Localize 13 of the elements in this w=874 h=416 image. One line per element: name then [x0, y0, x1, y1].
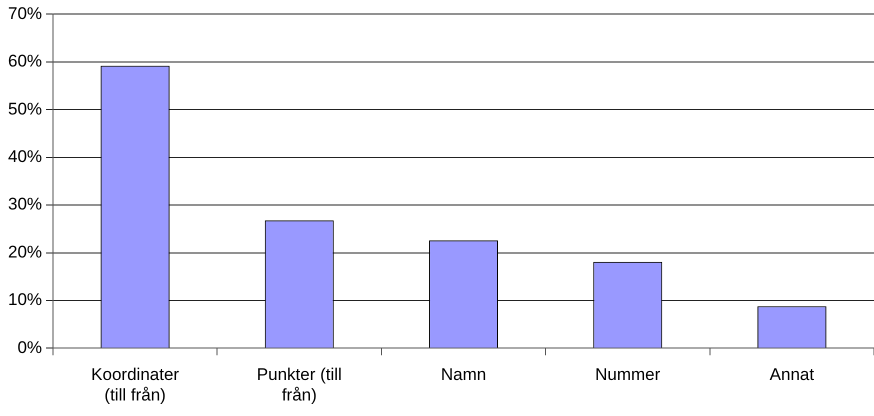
- y-tick-label: 10%: [8, 290, 42, 310]
- y-tick-label: 40%: [8, 147, 42, 166]
- x-tick-label: Punkter (till från): [256, 365, 342, 404]
- x-tick-label: Namn: [440, 365, 486, 384]
- y-tick-label: 30%: [8, 194, 42, 214]
- y-tick-label: 0%: [17, 338, 42, 357]
- x-tick-label: Koordinater (till från): [91, 365, 180, 404]
- x-tick-label: Nummer: [595, 365, 661, 384]
- y-tick-label: 20%: [8, 242, 42, 262]
- y-tick-label: 60%: [8, 52, 42, 71]
- y-tick-label: 70%: [8, 4, 42, 23]
- y-tick-label: 50%: [8, 99, 42, 118]
- x-tick-label: Annat: [770, 365, 814, 384]
